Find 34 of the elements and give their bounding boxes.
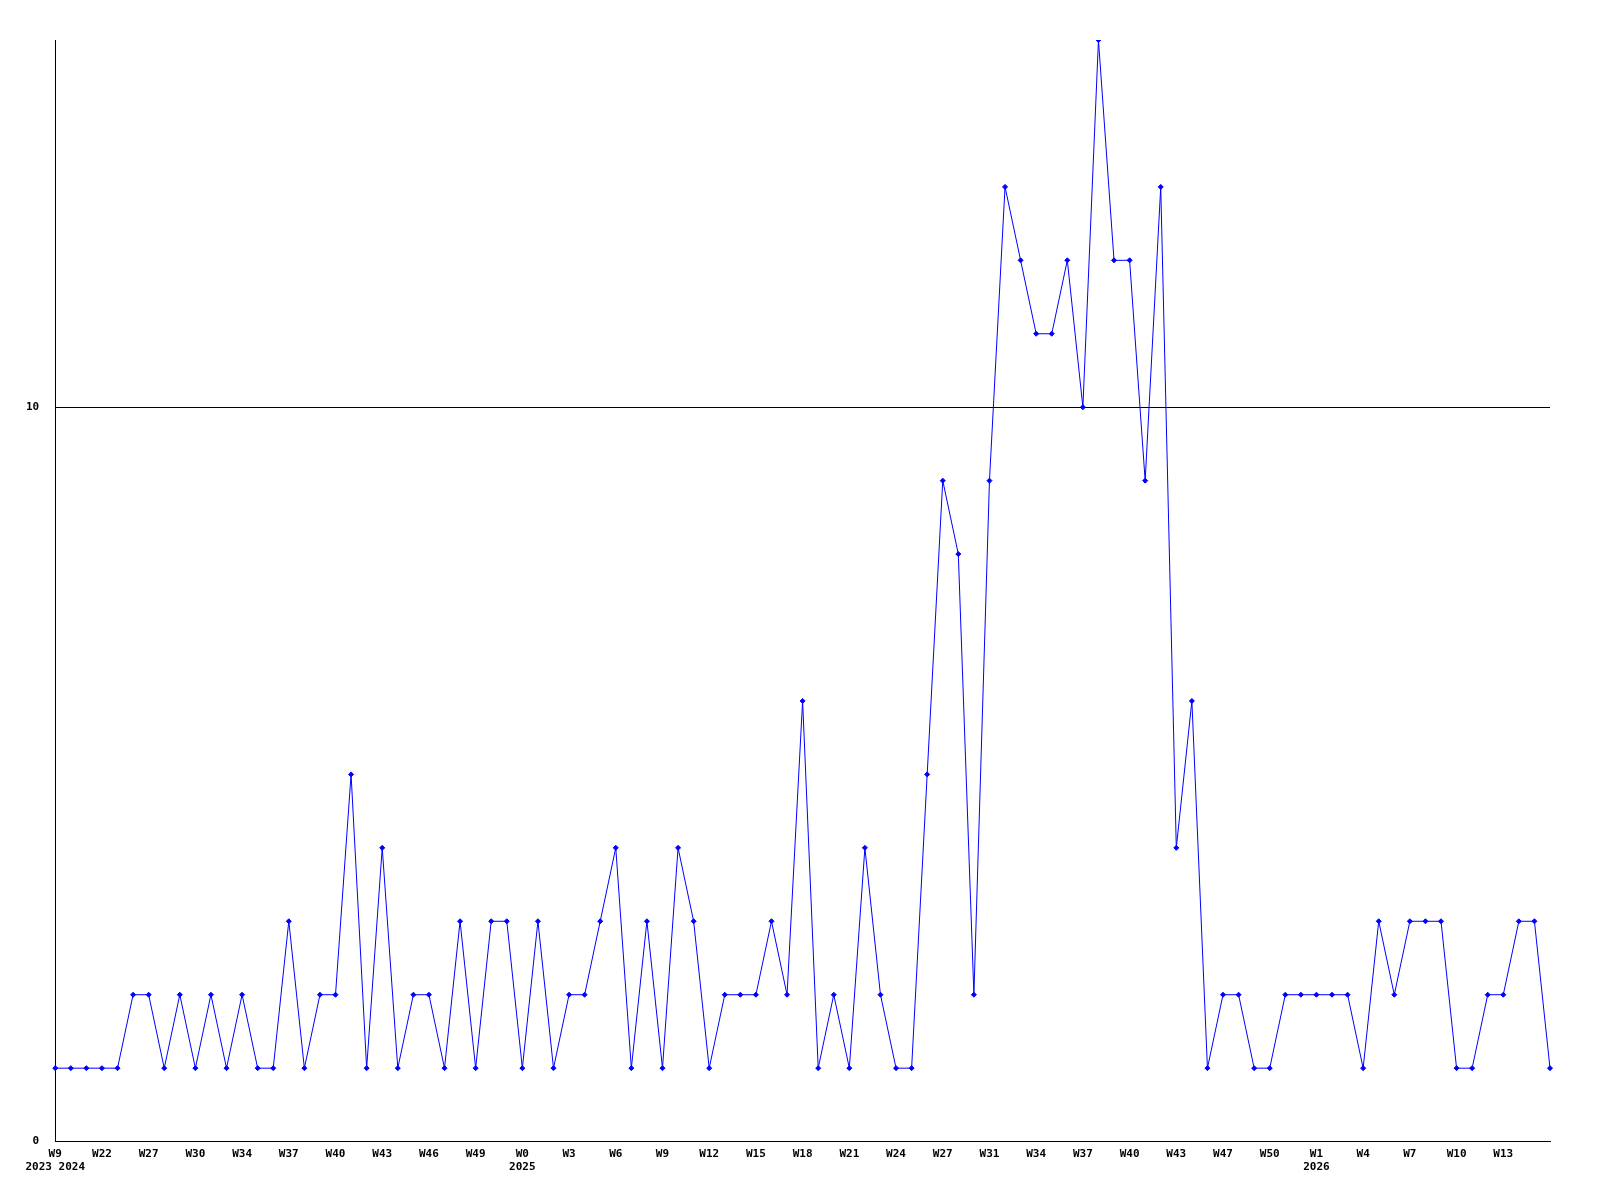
x-tick-label: W22 bbox=[92, 1147, 112, 1161]
x-tick-label: W34 bbox=[1026, 1147, 1047, 1161]
x-tick-label: W10 bbox=[1446, 1147, 1467, 1161]
x-tick-label: W7 bbox=[1403, 1147, 1417, 1161]
x-tick-label: W27 bbox=[932, 1147, 953, 1161]
x-tick-label: W43 bbox=[1166, 1147, 1187, 1161]
x-tick-label: W27 bbox=[138, 1147, 159, 1161]
x-tick-label: W50 bbox=[1259, 1147, 1280, 1161]
x-tick-label: W21 bbox=[839, 1147, 860, 1161]
x-tick-label: W1 2026 bbox=[1303, 1147, 1331, 1174]
x-tick-label: W12 bbox=[699, 1147, 720, 1161]
x-tick-label: W0 2025 bbox=[509, 1147, 536, 1174]
x-tick-label: W43 bbox=[372, 1147, 393, 1161]
x-tick-label: W15 bbox=[745, 1147, 766, 1161]
x-tick-label: W4 bbox=[1356, 1147, 1371, 1161]
x-tick-label: W6 bbox=[609, 1147, 623, 1161]
x-tick-label: W30 bbox=[185, 1147, 206, 1161]
x-tick-label: W24 bbox=[886, 1147, 907, 1161]
x-tick-label: W40 bbox=[1119, 1147, 1140, 1161]
x-tick-label: W47 bbox=[1213, 1147, 1233, 1161]
x-tick-label: W9 2023 2024 bbox=[25, 1147, 86, 1174]
x-tick-label: W9 bbox=[655, 1147, 670, 1161]
x-tick-label: W40 bbox=[325, 1147, 346, 1161]
y-tick-label: 10 bbox=[26, 400, 40, 414]
x-tick-label: W31 bbox=[979, 1147, 1000, 1161]
x-tick-label: W18 bbox=[792, 1147, 813, 1161]
y-tick-label: 0 bbox=[32, 1134, 40, 1148]
x-tick-label: W3 bbox=[562, 1147, 576, 1161]
x-tick-label: W37 bbox=[278, 1147, 299, 1161]
x-tick-label: W37 bbox=[1072, 1147, 1093, 1161]
x-tick-label: W49 bbox=[465, 1147, 486, 1161]
x-tick-label: W13 bbox=[1493, 1147, 1514, 1161]
x-tick-label: W34 bbox=[232, 1147, 253, 1161]
x-tick-label: W46 bbox=[419, 1147, 440, 1161]
